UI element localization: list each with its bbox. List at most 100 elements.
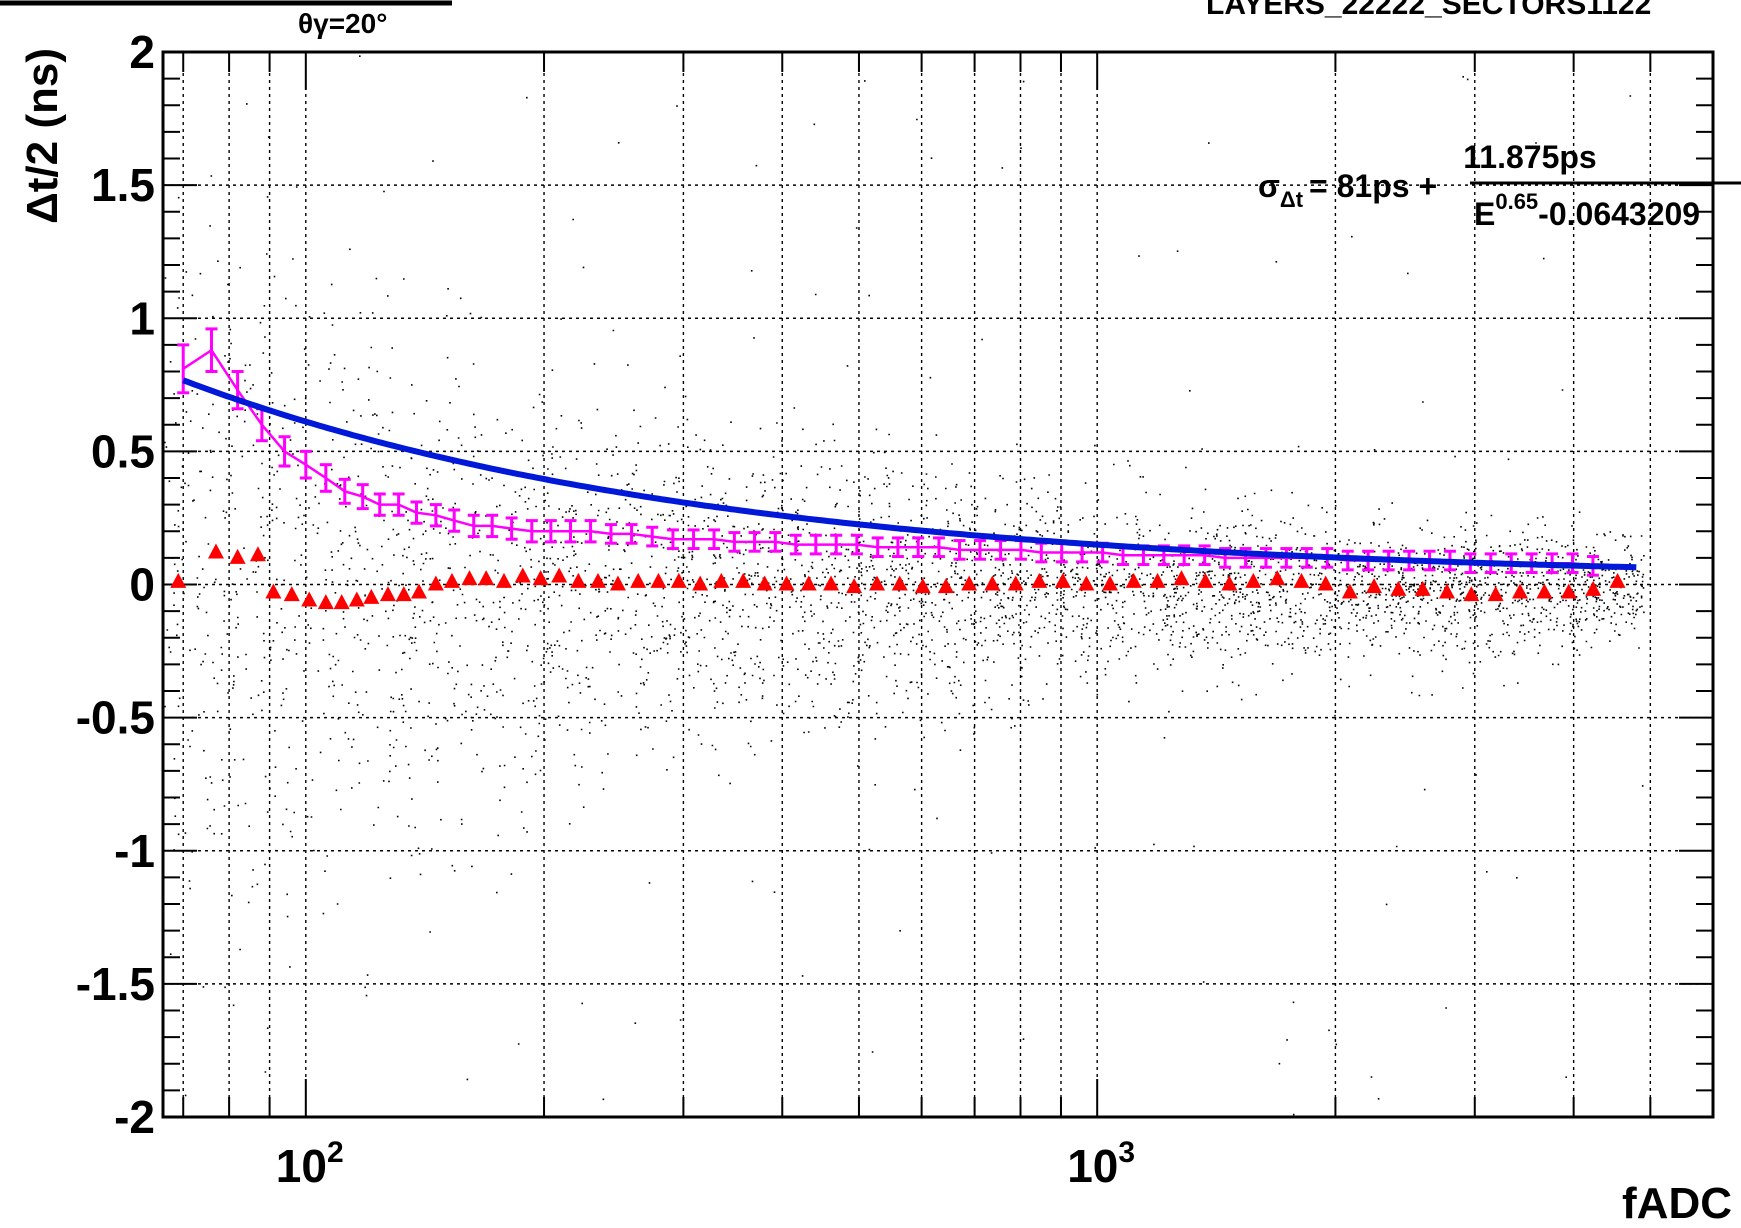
mean-point xyxy=(348,591,365,607)
y-tick-label: -1 xyxy=(114,825,155,877)
mean-point xyxy=(1293,572,1310,588)
mean-point xyxy=(961,575,978,591)
x-tick-exp: 3 xyxy=(1118,1136,1135,1169)
mean-point xyxy=(1149,572,1166,588)
mean-point xyxy=(846,578,863,594)
fit-curve-series xyxy=(182,377,1637,571)
y-tick-label: 0.5 xyxy=(91,425,155,477)
fit-formula: σΔt = 81ps + 11.875ps E0.65-0.0643209 xyxy=(1258,139,1741,232)
mean-point xyxy=(1245,572,1262,588)
mean-point xyxy=(427,575,444,591)
fit-curve xyxy=(182,377,1637,571)
axis-ticks xyxy=(163,51,1713,1118)
mean-point xyxy=(984,575,1001,591)
formula-sigma: σ xyxy=(1258,168,1280,204)
mean-point xyxy=(823,575,840,591)
y-tick-label: -1.5 xyxy=(76,958,155,1010)
mean-point xyxy=(1390,580,1407,596)
mean-point xyxy=(443,572,460,588)
mean-point xyxy=(1536,583,1553,599)
chart-subtitle: θγ=20° xyxy=(298,8,387,39)
mean-point xyxy=(937,578,954,594)
mean-point xyxy=(1487,586,1504,602)
mean-point xyxy=(1102,575,1119,591)
mean-point xyxy=(713,572,730,588)
y-tick-label: 0 xyxy=(129,559,155,611)
x-axis-title: fADC xyxy=(1622,1179,1732,1228)
y-tick-labels: 2 1.5 1 0.5 0 -0.5 -1 -1.5 -2 xyxy=(76,26,155,1143)
mean-point xyxy=(778,575,795,591)
mean-point xyxy=(1512,583,1529,599)
chart-title: LAYERS_22222_SECTORS1122 xyxy=(1206,0,1651,21)
formula-mid: = 81ps + xyxy=(1309,168,1437,204)
mean-point xyxy=(756,575,773,591)
mean-point xyxy=(478,570,495,586)
mean-point xyxy=(891,575,908,591)
mean-point xyxy=(207,543,224,559)
x-tick-base: 10 xyxy=(1067,1140,1118,1192)
profile-line xyxy=(182,348,1594,568)
profile-errorbar-series xyxy=(177,327,1599,577)
mean-point xyxy=(1078,575,1095,591)
mean-point xyxy=(1007,575,1024,591)
mean-point xyxy=(650,572,667,588)
y-tick-label: 1 xyxy=(129,292,155,344)
mean-point xyxy=(1197,572,1214,588)
mean-point xyxy=(363,588,380,604)
mean-point xyxy=(1125,572,1142,588)
mean-point xyxy=(735,572,752,588)
mean-point xyxy=(495,572,512,588)
mean-point xyxy=(1173,570,1190,586)
mean-point xyxy=(265,583,282,599)
mean-point xyxy=(869,575,886,591)
formula-denominator-exp: 0.65 xyxy=(1495,189,1538,214)
x-tick-labels: 102 103 xyxy=(276,1136,1135,1192)
mean-point xyxy=(1366,578,1383,594)
mean-point xyxy=(1560,583,1577,599)
mean-point xyxy=(379,586,396,602)
mean-point xyxy=(800,575,817,591)
mean-point xyxy=(1438,583,1455,599)
mean-point xyxy=(514,567,531,583)
mean-point xyxy=(1269,570,1286,586)
formula-denominator-base: E xyxy=(1474,196,1495,232)
mean-point xyxy=(1414,580,1431,596)
mean-point xyxy=(301,591,318,607)
mean-point xyxy=(670,572,687,588)
x-tick-base: 10 xyxy=(276,1140,327,1192)
mean-point xyxy=(570,572,587,588)
mean-point xyxy=(551,567,568,583)
y-axis-title: Δt/2 (ns) xyxy=(18,48,67,224)
y-tick-label: -0.5 xyxy=(76,692,155,744)
mean-point xyxy=(589,572,606,588)
mean-point xyxy=(1054,572,1071,588)
mean-point xyxy=(170,572,187,588)
y-tick-label: 1.5 xyxy=(91,159,155,211)
mean-point xyxy=(609,575,626,591)
mean-point xyxy=(317,594,334,610)
formula-numerator: 11.875ps xyxy=(1463,139,1596,175)
svg-text:E0.65-0.0643209: E0.65-0.0643209 xyxy=(1474,189,1700,232)
mean-triangle-series xyxy=(170,543,1626,610)
mean-point xyxy=(1317,575,1334,591)
mean-point xyxy=(461,570,478,586)
mean-point xyxy=(283,586,300,602)
mean-point xyxy=(1221,575,1238,591)
mean-point xyxy=(333,594,350,610)
mean-point xyxy=(692,575,709,591)
y-tick-label: 2 xyxy=(129,26,155,78)
formula-denominator-tail: -0.0643209 xyxy=(1538,196,1700,232)
mean-point xyxy=(229,548,246,564)
mean-point xyxy=(630,572,647,588)
formula-sigma-sub: Δt xyxy=(1280,187,1304,212)
x-tick-exp: 2 xyxy=(327,1136,344,1169)
x-tick-label: 102 xyxy=(276,1136,344,1192)
mean-point xyxy=(410,583,427,599)
mean-point xyxy=(395,586,412,602)
mean-point xyxy=(1341,583,1358,599)
mean-point xyxy=(249,546,266,562)
mean-point xyxy=(1031,572,1048,588)
mean-point xyxy=(1585,580,1602,596)
mean-point xyxy=(532,570,549,586)
